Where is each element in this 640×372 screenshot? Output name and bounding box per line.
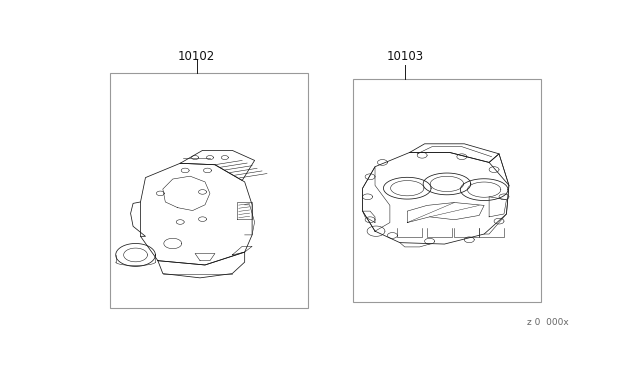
Text: 10103: 10103 xyxy=(387,50,424,63)
Bar xyxy=(110,73,308,308)
Text: z 0  000x: z 0 000x xyxy=(527,318,568,327)
Text: 10102: 10102 xyxy=(178,50,215,63)
Bar xyxy=(353,79,541,302)
